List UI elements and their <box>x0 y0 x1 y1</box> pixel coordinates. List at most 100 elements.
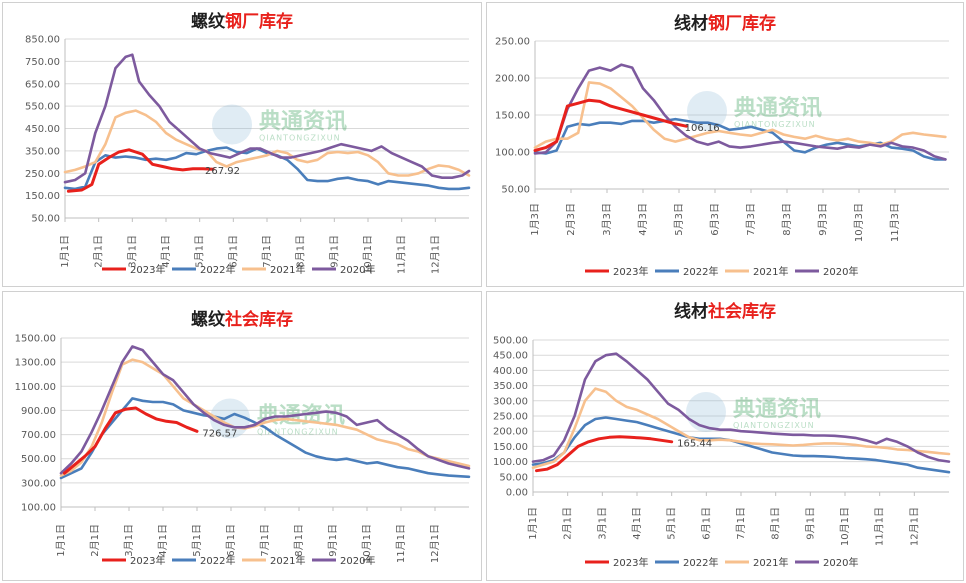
chart-svg-0: 螺纹钢厂库存 850.00 750.00 650.00 550.00 450.00 350.… <box>25 11 471 276</box>
series-line-2020年 <box>531 352 951 463</box>
watermark-subtext: QIANTONGZIXUN <box>259 134 341 143</box>
chart-title-part-a: 螺纹 <box>191 309 226 330</box>
legend-label: 2020年 <box>340 263 375 276</box>
x-tick-label: 1月1日 <box>55 524 67 557</box>
x-tick-label: 6月3日 <box>709 203 721 236</box>
y-tick-label: 450.00 <box>25 124 60 135</box>
last-value-label: 267.92 <box>205 166 240 177</box>
x-tick-label: 10月1日 <box>839 507 851 546</box>
series-line-2022年 <box>63 146 471 191</box>
y-tick-label: 50.00 <box>501 185 530 196</box>
watermark-circle <box>687 91 727 131</box>
x-tick-label: 2月1日 <box>89 524 101 557</box>
chart-title-part-b: 社会库存 <box>707 301 776 322</box>
chart-title: 螺纹社会库存 <box>191 309 293 330</box>
legend-label: 2021年 <box>270 554 305 567</box>
watermark-subtext: QIANTONGZIXUN <box>257 428 339 437</box>
series-line-2021年 <box>63 109 471 177</box>
watermark-circle <box>212 104 252 145</box>
y-tick-label: 200.00 <box>495 74 530 85</box>
watermark-text: 典通资讯 <box>733 397 821 422</box>
watermark-text: 典通资讯 <box>259 110 347 135</box>
watermark-text: 典通资讯 <box>734 96 822 121</box>
chart-svg-1: 线材钢厂库存 250.00 200.00 150.00 100.00 50.00 1月3日 2… <box>495 13 949 278</box>
chart-panel-wire-social-inventory: 线材社会库存 500.00 450.00 400.00 350.00 300.00 250.… <box>486 291 964 581</box>
x-tick-label: 5月1日 <box>666 507 678 540</box>
watermark-subtext: QIANTONGZIXUN <box>733 421 815 430</box>
legend-label: 2020年 <box>823 265 858 278</box>
y-tick-label: 450.00 <box>493 351 528 362</box>
watermark-subtext: QIANTONGZIXUN <box>734 120 816 129</box>
x-tick-label: 8月1日 <box>295 235 307 268</box>
y-tick-label: 300.00 <box>493 396 528 407</box>
x-tick-label: 1月1日 <box>59 235 71 268</box>
y-tick-label: 300.00 <box>21 478 56 489</box>
chart-panel-rebar-social-inventory: 螺纹社会库存 1500.00 1300.00 1100.00 900.00 700.00 5… <box>2 291 482 581</box>
y-tick-label: 100.00 <box>493 457 528 468</box>
y-tick-label: 750.00 <box>25 57 60 68</box>
legend-label: 2021年 <box>270 263 305 276</box>
x-tick-label: 8月1日 <box>770 507 782 540</box>
y-tick-label: 1100.00 <box>15 382 56 393</box>
x-tick-label: 9月1日 <box>804 507 816 540</box>
chart-title-part-a: 线材 <box>674 301 708 322</box>
series-line-2022年 <box>59 397 471 480</box>
y-tick-label: 500.00 <box>21 454 56 465</box>
x-tick-label: 1月3日 <box>529 203 541 236</box>
y-tick-label: 100.00 <box>495 148 530 159</box>
x-tick-label: 8月1日 <box>293 524 305 557</box>
y-tick-label: 250.00 <box>495 37 530 48</box>
chart-title-part-b: 钢厂库存 <box>708 13 776 34</box>
legend-label: 2022年 <box>200 554 235 567</box>
legend-label: 2021年 <box>753 556 788 569</box>
y-tick-label: 550.00 <box>25 102 60 113</box>
series-line-2023年 <box>535 435 674 473</box>
x-tick-label: 4月1日 <box>157 524 169 557</box>
x-tick-label: 9月1日 <box>328 235 340 268</box>
y-tick-label: 50.00 <box>499 472 528 483</box>
y-tick-label: 0.00 <box>506 488 528 499</box>
series-line-2021年 <box>533 81 947 149</box>
last-value-label: 165.44 <box>677 439 712 450</box>
y-tick-label: 250.00 <box>493 412 528 423</box>
x-tick-label: 11月1日 <box>396 235 408 274</box>
legend-label: 2021年 <box>753 265 788 278</box>
series-line-2023年 <box>66 148 215 193</box>
chart-svg-2: 螺纹社会库存 1500.00 1300.00 1100.00 900.00 700.00 5… <box>15 309 471 567</box>
y-tick-label: 900.00 <box>21 406 56 417</box>
y-tick-label: 350.00 <box>493 381 528 392</box>
legend-label: 2020年 <box>823 556 858 569</box>
x-tick-label: 6月1日 <box>700 507 712 540</box>
x-tick-label: 11月3日 <box>889 203 901 242</box>
x-tick-label: 9月3日 <box>817 203 829 236</box>
legend-label: 2023年 <box>613 265 648 278</box>
x-tick-label: 5月3日 <box>673 203 685 236</box>
y-tick-label: 150.00 <box>25 191 60 202</box>
chart-title-part-a: 线材 <box>674 13 708 34</box>
last-value-label: 726.57 <box>202 428 237 439</box>
series-line-2021年 <box>59 358 471 477</box>
y-tick-label: 500.00 <box>493 336 528 347</box>
x-tick-label: 10月1日 <box>361 524 373 563</box>
x-tick-label: 10月3日 <box>853 203 865 242</box>
y-tick-label: 50.00 <box>31 214 60 225</box>
x-tick-label: 7月1日 <box>261 235 273 268</box>
series-line-2023年 <box>533 98 688 152</box>
x-tick-label: 2月3日 <box>565 203 577 236</box>
x-tick-label: 11月1日 <box>395 524 407 563</box>
series-line-2022年 <box>531 416 951 474</box>
x-tick-label: 12月1日 <box>429 235 441 274</box>
x-tick-label: 7月3日 <box>745 203 757 236</box>
x-tick-label: 12月1日 <box>908 507 920 546</box>
x-tick-label: 3月1日 <box>596 507 608 540</box>
x-tick-label: 4月1日 <box>631 507 643 540</box>
chart-title: 线材社会库存 <box>674 301 776 322</box>
legend-label: 2022年 <box>200 263 235 276</box>
series-line-2020年 <box>533 63 947 161</box>
y-tick-label: 250.00 <box>25 169 60 180</box>
legend-label: 2023年 <box>613 556 648 569</box>
y-tick-label: 350.00 <box>25 146 60 157</box>
series-line-2020年 <box>59 345 471 475</box>
